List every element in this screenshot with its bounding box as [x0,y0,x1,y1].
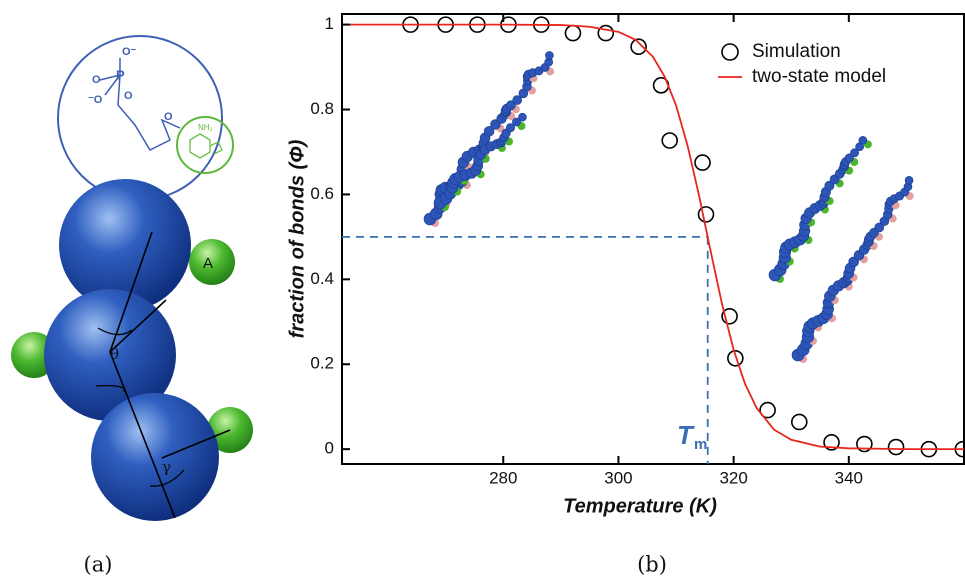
structure-insets [423,51,914,363]
angle-label: γ [162,458,171,476]
y-axis-label: fraction of bonds (Φ) [286,139,308,338]
base-outline [176,116,234,174]
mol-label: O [124,90,133,102]
y-tick-label: 1 [325,14,334,33]
inset-bead [483,126,495,137]
y-tick-label: 0.4 [310,269,334,288]
inset-bead [506,100,516,111]
mol-label: ⁻O [88,94,103,106]
sim-point [564,24,582,42]
y-tick-label: 0.8 [310,99,334,118]
x-tick-label: 280 [489,468,517,487]
sim-point [759,401,776,419]
x-tick-label: 320 [719,468,747,487]
sim-point [721,307,738,325]
base-bead [189,239,235,285]
sim-point [597,24,615,42]
bead-label: A [203,255,213,272]
sim-point [887,438,905,456]
legend-marker [721,43,739,61]
sim-point [630,38,647,55]
sim-point [856,435,873,453]
angle-arc [149,469,185,487]
angle-arc [95,327,133,393]
mol-label: O [92,74,101,86]
inset-bead [512,95,523,105]
molecule-bonds [99,58,181,151]
inset-bead [512,117,521,127]
sim-point [661,132,679,149]
y-tick-label: 0.2 [310,354,334,373]
backbone-bead [59,179,191,311]
inset-bead [874,222,885,233]
tm-subscript: m [694,436,707,453]
inset-bead [824,180,835,191]
inset-bead [858,136,868,145]
caption: (a) [84,553,113,577]
angle-label: θ [110,345,119,363]
legend-label: Simulation [752,41,841,62]
inset-bead [850,148,859,158]
caption: (b) [637,553,667,577]
angle-lines [109,231,231,519]
backbone-bead [91,393,219,521]
base-ring [189,133,223,159]
panel-a: O⁻ P O ⁻O O O NH₂ A θ γ [11,35,253,521]
x-tick-label: 300 [604,468,632,487]
model-line [342,23,964,451]
mol-label: O [164,111,173,123]
x-axis-label: Temperature (K) [563,495,717,517]
sim-point [697,206,715,223]
inset-bead [904,176,914,185]
sim-point [790,413,808,431]
mol-label: NH₂ [198,123,213,132]
y-tick-label: 0 [325,439,334,458]
legend-label: two-state model [752,66,886,87]
sim-point [694,154,711,171]
inset-bead [505,123,515,133]
sim-point [823,434,840,451]
tm-label: T [677,420,695,450]
mol-label: O⁻ [122,46,137,58]
x-tick-label: 340 [835,468,863,487]
sim-point [727,349,744,367]
inset-bead [545,51,554,60]
inset-bead [518,112,527,122]
plot-area [342,16,965,464]
mol-label: P [116,67,125,82]
y-tick-label: 0.6 [310,184,334,203]
plot-frame [341,13,965,465]
